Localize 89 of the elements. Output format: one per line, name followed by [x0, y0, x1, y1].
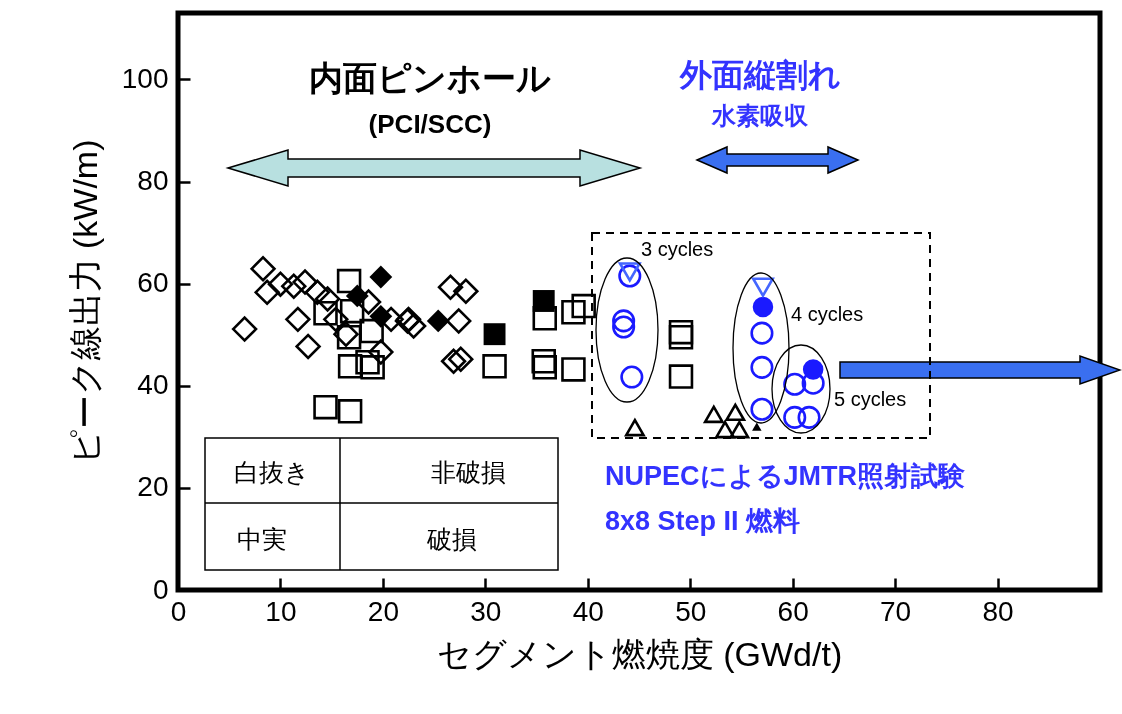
annotation: 破損: [426, 525, 477, 553]
annotation: NUPECによるJMTR照射試験: [605, 461, 966, 491]
point: [532, 355, 558, 380]
point: [267, 271, 294, 297]
point: [750, 355, 774, 379]
point: [250, 256, 276, 282]
point: [355, 350, 380, 375]
point: [446, 308, 472, 334]
point: [295, 333, 321, 360]
point: [453, 278, 479, 304]
annotation: 4 cycles: [791, 303, 864, 325]
point: [360, 355, 385, 380]
y-tick-label: 0: [152, 573, 169, 605]
x-tick-label: 60: [777, 595, 809, 627]
y-tick-label: 100: [121, 62, 169, 94]
point: [337, 354, 363, 379]
point: [339, 298, 365, 324]
y-axis-title: ピーク線出力 (kW/m): [65, 139, 104, 465]
point: [532, 306, 558, 331]
point: [337, 399, 363, 424]
point: [304, 279, 331, 306]
x-tick-label: 20: [367, 595, 399, 627]
point: [750, 397, 774, 421]
point: [292, 269, 318, 295]
y-tick-label: 60: [137, 267, 169, 299]
point: [313, 300, 338, 326]
point: [369, 265, 393, 289]
annotation: 水素吸収: [711, 102, 809, 129]
point: [612, 315, 636, 339]
x-tick-label: 50: [675, 595, 707, 627]
point: [368, 339, 394, 365]
point: [750, 321, 774, 345]
y-tick-label: 20: [137, 471, 169, 503]
point: [715, 420, 736, 439]
annotation: 中実: [237, 525, 287, 553]
point: [426, 309, 450, 333]
point: [440, 348, 467, 374]
point: [285, 306, 311, 333]
point: [802, 359, 824, 380]
point: [703, 405, 724, 424]
point: [752, 296, 774, 318]
point: [231, 316, 258, 342]
point: [336, 268, 362, 294]
point: [532, 290, 555, 312]
point: [618, 264, 642, 288]
annotation: 5 cycles: [834, 388, 907, 410]
x-tick-label: 80: [982, 595, 1014, 627]
point: [561, 299, 586, 325]
annotation: 3 cycles: [641, 238, 714, 260]
point: [725, 403, 746, 422]
point: [571, 293, 596, 319]
point: [531, 348, 556, 374]
annotation: 白抜き: [234, 458, 310, 486]
point: [448, 346, 474, 372]
point: [482, 354, 507, 379]
x-tick-label: 70: [880, 595, 912, 627]
point: [483, 323, 506, 346]
point: [668, 319, 694, 345]
point: [797, 405, 821, 429]
point: [620, 365, 644, 389]
y-tick-label: 40: [137, 369, 169, 401]
point: [752, 422, 762, 431]
point: [618, 262, 641, 282]
y-tick-label: 80: [137, 165, 169, 196]
point: [254, 279, 280, 306]
point: [783, 405, 807, 429]
annotation: 8x8 Step II 燃料: [605, 506, 801, 536]
point: [281, 273, 307, 299]
x-tick-label: 30: [470, 595, 502, 627]
point: [668, 324, 694, 350]
point: [313, 394, 338, 420]
point: [561, 357, 586, 382]
point: [359, 318, 384, 344]
point: [624, 418, 645, 437]
x-axis-title: セグメント燃焼度 (GWd/t): [436, 634, 843, 673]
annotation: 外面縦割れ: [678, 57, 841, 93]
annotation: 非破損: [430, 458, 506, 486]
point: [323, 306, 349, 333]
point: [729, 420, 750, 439]
point: [437, 274, 464, 300]
point: [400, 313, 427, 339]
x-tick-label: 10: [265, 595, 297, 627]
annotation: 内面ピンホール: [309, 59, 551, 97]
annotation: (PCI/SCC): [368, 109, 492, 139]
x-tick-label: 40: [572, 595, 604, 627]
point: [668, 364, 694, 389]
point: [314, 286, 341, 312]
point: [751, 277, 774, 297]
point: [612, 309, 636, 333]
